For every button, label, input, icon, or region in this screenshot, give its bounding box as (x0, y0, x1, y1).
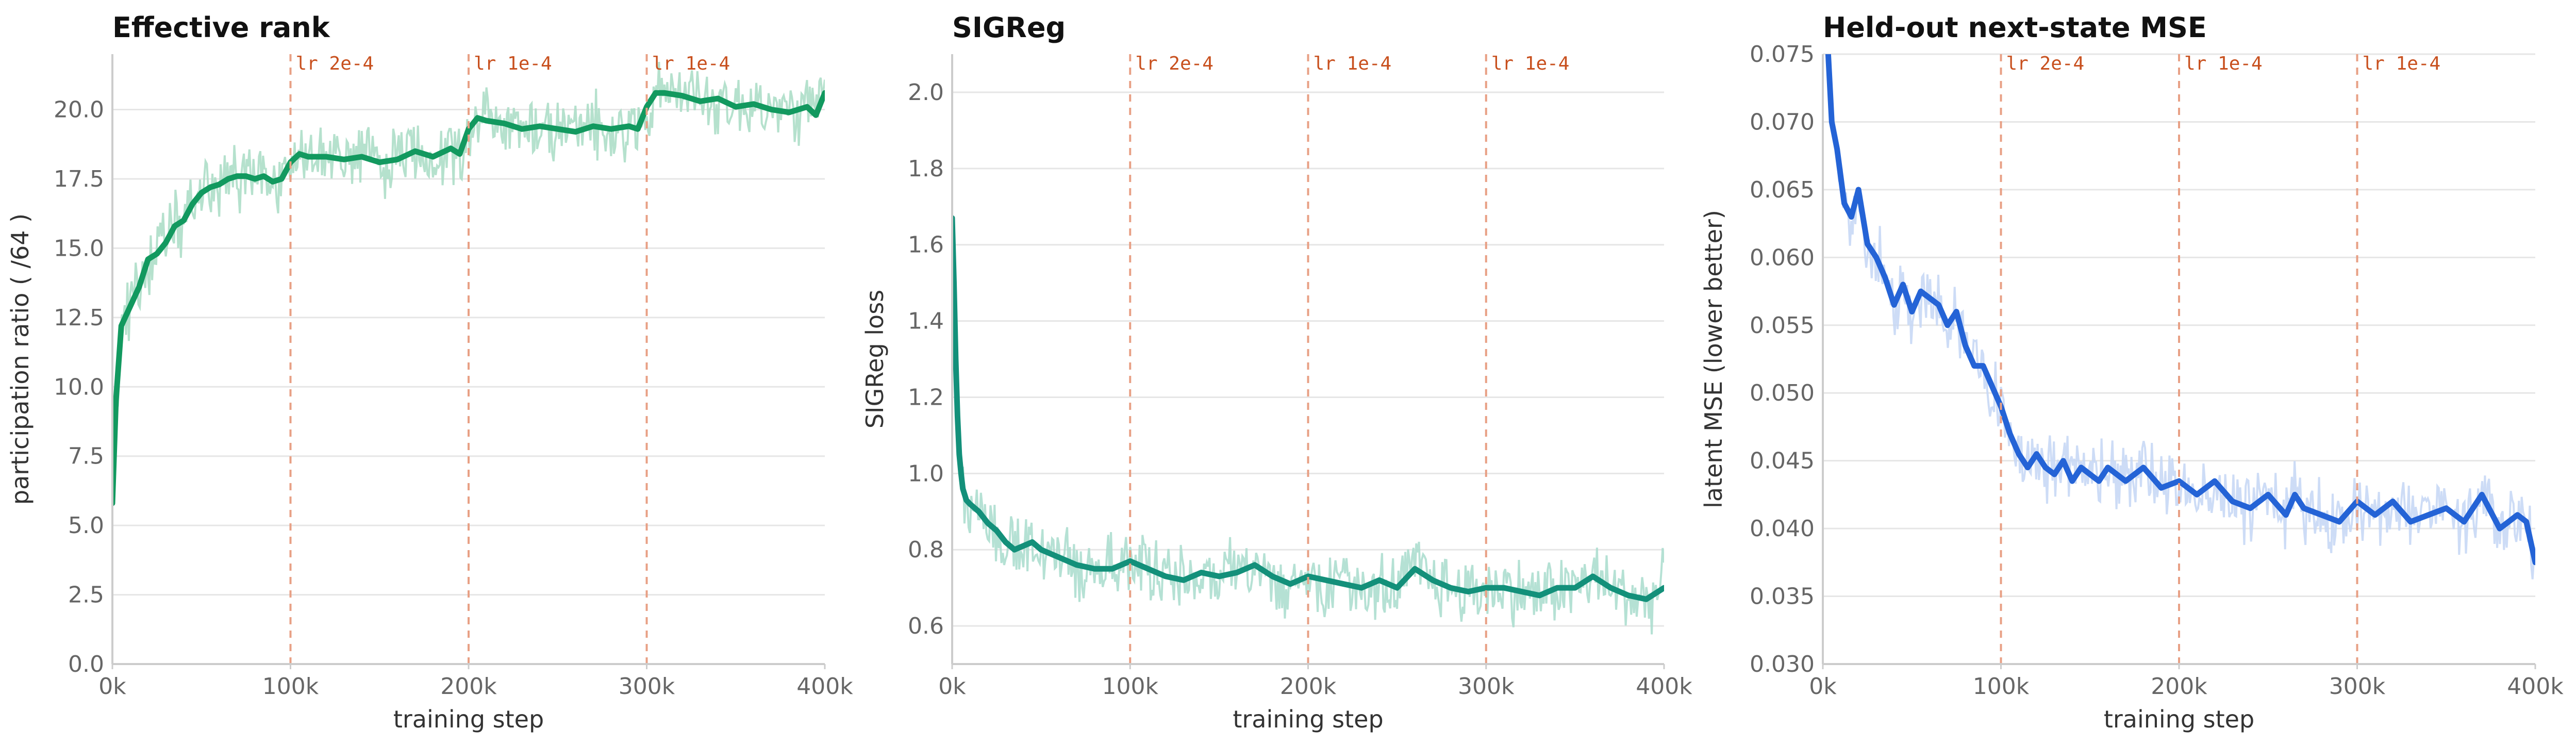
y-axis-label: SIGReg loss (861, 290, 889, 428)
y-tick-label: 12.5 (54, 305, 104, 331)
y-tick-label: 2.5 (68, 582, 104, 608)
chart-title: Effective rank (112, 11, 330, 44)
y-tick-label: 0.6 (908, 613, 944, 639)
x-tick-label: 300k (619, 673, 675, 700)
chart-title: SIGReg (952, 11, 1066, 44)
lr-annotation-label: lr 2e-4 (296, 53, 374, 74)
smoothed-series-line (1825, 54, 2535, 566)
x-tick-label: 300k (2329, 673, 2386, 700)
lr-annotation-label: lr 1e-4 (2363, 53, 2441, 74)
lr-annotation-label: lr 2e-4 (1135, 53, 1214, 74)
y-tick-label: 2.0 (908, 79, 944, 106)
x-tick-label: 400k (2507, 673, 2564, 700)
lr-annotation-label: lr 1e-4 (474, 53, 552, 74)
x-tick-label: 0k (938, 673, 966, 700)
y-tick-label: 0.065 (1750, 177, 1815, 203)
lr-annotation-label: lr 1e-4 (1314, 53, 1392, 74)
y-axis-label: latent MSE (lower better) (1700, 210, 1727, 508)
raw-trace (952, 213, 1664, 635)
y-tick-label: 7.5 (68, 443, 104, 470)
y-axis-label: participation ratio ( /64 ) (6, 213, 34, 505)
y-tick-label: 15.0 (54, 235, 104, 261)
x-tick-label: 100k (262, 673, 319, 700)
y-tick-label: 0.035 (1750, 584, 1815, 610)
x-tick-label: 300k (1458, 673, 1515, 700)
chart-title: Held-out next-state MSE (1823, 11, 2207, 44)
y-tick-label: 0.060 (1750, 244, 1815, 271)
y-tick-label: 20.0 (54, 97, 104, 123)
x-tick-label: 200k (2151, 673, 2207, 700)
x-tick-label: 100k (1102, 673, 1159, 700)
y-tick-label: 0.050 (1750, 380, 1815, 406)
x-tick-label: 0k (98, 673, 126, 700)
y-tick-label: 1.4 (908, 308, 944, 335)
y-tick-label: 17.5 (54, 166, 104, 192)
y-tick-label: 1.0 (908, 460, 944, 487)
y-tick-label: 0.040 (1750, 516, 1815, 542)
chart-panel-3: 0.030 0.035 0.040 0.045 0.050 0.055 0.060 0.065… (1700, 11, 2564, 733)
x-tick-label: 200k (1280, 673, 1337, 700)
chart-panel-1: 0.0 2.5 5.0 7.5 10.0 12.5 15.0 17.5 20.0 0k 100k 20… (6, 11, 853, 733)
x-tick-label: 200k (440, 673, 497, 700)
x-axis-label: training step (1233, 705, 1383, 733)
lr-annotation-label: lr 1e-4 (2184, 53, 2263, 74)
y-tick-label: 0.8 (908, 537, 944, 563)
x-axis-label: training step (393, 705, 544, 733)
y-tick-label: 10.0 (54, 374, 104, 400)
lr-annotation-label: lr 2e-4 (2006, 53, 2085, 74)
x-tick-label: 100k (1973, 673, 2030, 700)
y-tick-label: 1.6 (908, 232, 944, 258)
y-tick-label: 0.055 (1750, 312, 1815, 339)
x-axis-label: training step (2104, 705, 2254, 733)
y-tick-label: 0.0 (68, 651, 104, 677)
y-tick-label: 5.0 (68, 512, 104, 539)
raw-trace (1827, 54, 2535, 580)
x-tick-label: 0k (1809, 673, 1837, 700)
x-tick-label: 400k (1636, 673, 1692, 700)
y-tick-label: 1.8 (908, 156, 944, 182)
smoothed-series-line (112, 90, 825, 506)
chart-panel-2: 0.6 0.8 1.0 1.2 1.4 1.6 1.8 2.0 0k 100k 200k 300k 40… (861, 11, 1692, 733)
x-tick-label: 400k (796, 673, 853, 700)
y-tick-label: 0.070 (1750, 109, 1815, 135)
y-tick-label: 0.045 (1750, 448, 1815, 474)
y-tick-label: 0.075 (1750, 41, 1815, 68)
lr-annotation-label: lr 1e-4 (652, 53, 730, 74)
lr-annotation-label: lr 1e-4 (1491, 53, 1570, 74)
y-tick-label: 1.2 (908, 384, 944, 410)
y-tick-label: 0.030 (1750, 651, 1815, 677)
smoothed-series-line (952, 215, 1664, 602)
